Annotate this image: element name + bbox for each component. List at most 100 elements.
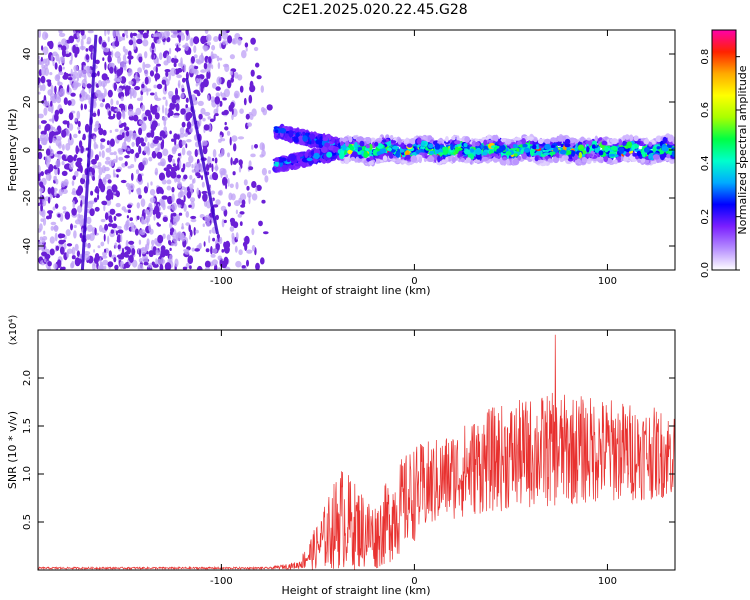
noise-speck — [218, 138, 222, 143]
noise-speck — [203, 62, 208, 70]
noise-speck — [148, 250, 154, 258]
noise-speck — [169, 254, 173, 263]
signal-cell — [429, 150, 435, 155]
noise-speck — [52, 51, 58, 57]
noise-speck — [162, 216, 168, 222]
noise-speck — [80, 30, 85, 36]
noise-speck — [42, 217, 47, 226]
noise-speck — [162, 104, 165, 114]
noise-speck — [128, 68, 133, 76]
noise-speck — [181, 140, 186, 146]
signal-cell — [315, 139, 323, 145]
noise-speck — [68, 112, 74, 121]
noise-speck — [165, 99, 168, 107]
noise-speck — [167, 195, 173, 205]
noise-speck — [76, 168, 82, 172]
noise-speck — [97, 108, 100, 117]
noise-speck — [224, 126, 229, 131]
noise-speck — [90, 190, 94, 196]
signal-cell — [661, 146, 669, 152]
noise-speck — [166, 234, 171, 241]
noise-speck — [141, 83, 145, 89]
noise-speck — [80, 38, 84, 47]
signal-cell — [389, 135, 394, 140]
noise-speck — [50, 225, 54, 231]
noise-speck — [107, 261, 114, 268]
signal-cell — [293, 136, 299, 143]
noise-speck — [263, 231, 269, 235]
signal-cell — [397, 138, 402, 145]
noise-speck — [181, 88, 185, 93]
noise-speck — [212, 157, 215, 162]
noise-speck — [117, 87, 123, 93]
noise-speck — [164, 83, 167, 92]
noise-speck — [196, 162, 203, 170]
signal-cell — [587, 153, 593, 157]
noise-speck — [116, 69, 121, 78]
noise-speck — [134, 228, 139, 236]
noise-speck — [154, 94, 158, 100]
noise-speck — [235, 260, 242, 268]
signal-cell — [631, 144, 635, 151]
signal-cell — [512, 144, 518, 148]
noise-speck — [106, 140, 110, 146]
noise-speck — [124, 161, 128, 167]
noise-speck — [204, 214, 211, 223]
noise-speck — [158, 172, 166, 181]
noise-speck — [201, 175, 203, 181]
noise-speck — [86, 83, 92, 89]
noise-speck — [128, 58, 132, 65]
noise-speck — [183, 195, 186, 203]
noise-speck — [215, 92, 220, 98]
noise-speck — [251, 144, 254, 150]
noise-speck — [38, 124, 41, 130]
noise-speck — [81, 45, 84, 51]
signal-cell — [564, 138, 571, 145]
signal-cell — [427, 143, 434, 149]
noise-speck — [167, 55, 172, 64]
signal-cell — [382, 139, 387, 143]
noise-speck — [171, 212, 177, 217]
noise-speck — [71, 260, 75, 268]
signal-cell — [659, 153, 666, 161]
signal-cell — [339, 152, 345, 160]
noise-speck — [185, 112, 190, 122]
signal-cell — [591, 144, 596, 149]
noise-speck — [189, 265, 192, 270]
noise-speck — [250, 37, 256, 45]
noise-speck — [47, 187, 52, 195]
noise-speck — [213, 36, 219, 42]
noise-speck — [188, 155, 194, 164]
noise-speck — [102, 57, 105, 61]
signal-cell — [331, 136, 336, 143]
signal-cell — [586, 137, 591, 141]
noise-speck — [78, 164, 82, 168]
noise-speck — [77, 185, 84, 195]
noise-speck — [124, 104, 127, 113]
noise-speck — [102, 177, 107, 183]
noise-speck — [191, 178, 195, 185]
noise-speck — [230, 219, 234, 227]
noise-speck — [168, 107, 172, 114]
noise-speck — [230, 157, 233, 166]
noise-speck — [104, 248, 107, 253]
signal-cell — [451, 135, 456, 141]
noise-speck — [189, 183, 194, 190]
noise-speck — [76, 110, 81, 120]
noise-speck — [171, 57, 176, 63]
noise-speck — [175, 87, 178, 97]
noise-speck — [56, 96, 62, 104]
noise-speck — [234, 72, 239, 79]
noise-speck — [230, 101, 235, 109]
noise-speck — [260, 257, 265, 265]
noise-speck — [160, 141, 164, 150]
noise-speck — [245, 47, 248, 52]
signal-cell — [481, 151, 488, 156]
signal-cell — [550, 145, 556, 148]
noise-speck — [216, 55, 220, 62]
noise-speck — [174, 243, 177, 247]
signal-cell — [578, 144, 584, 150]
noise-speck — [238, 249, 243, 256]
noise-speck — [196, 59, 202, 65]
